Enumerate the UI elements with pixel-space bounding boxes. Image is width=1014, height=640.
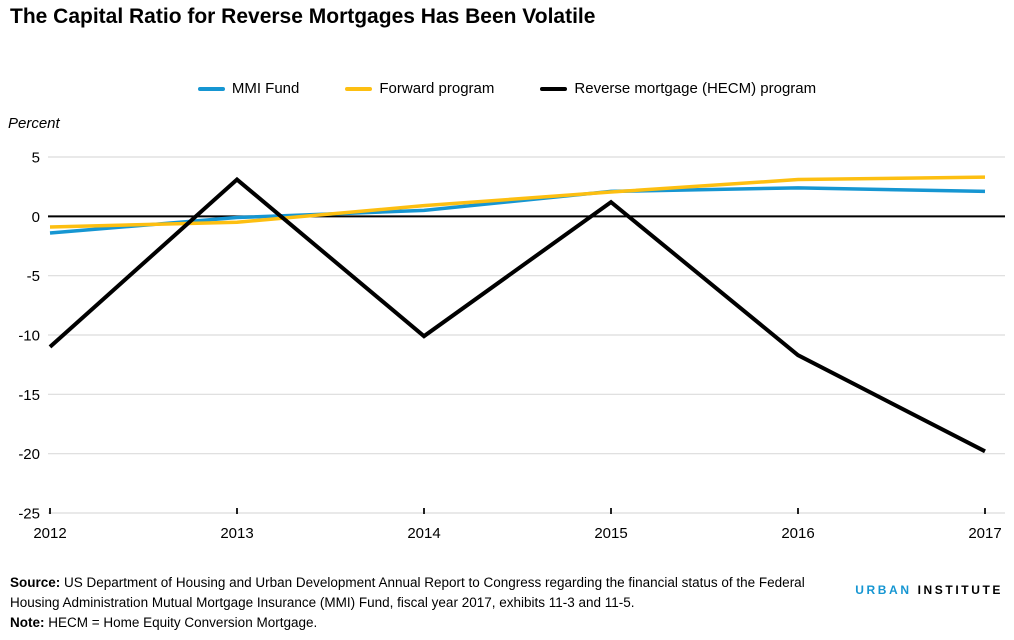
urban-institute-logo: URBAN INSTITUTE <box>855 583 1003 597</box>
logo-word-urban: URBAN <box>855 583 912 597</box>
legend-label: Forward program <box>379 80 495 97</box>
series-line-2 <box>48 176 986 454</box>
series-line-1 <box>49 175 986 229</box>
mmi-fund-line-swatch <box>197 86 225 91</box>
note-text: HECM = Home Equity Conversion Mortgage. <box>44 615 318 630</box>
forward-program-line-swatch <box>345 86 373 91</box>
legend-item-mmi-fund: MMI Fund <box>197 80 300 97</box>
source-line: Source: US Department of Housing and Urb… <box>10 573 812 613</box>
legend-label: Reverse mortgage (HECM) program <box>574 80 817 97</box>
legend-item-hecm-program: Reverse mortgage (HECM) program <box>540 80 816 97</box>
x-tick-label: 2012 <box>33 525 66 542</box>
x-tick-label: 2015 <box>594 525 627 542</box>
chart-title: The Capital Ratio for Reverse Mortgages … <box>10 5 596 28</box>
y-tick-label: -10 <box>18 328 40 345</box>
x-tick-label: 2017 <box>968 525 1001 542</box>
y-axis-unit-label: Percent <box>8 115 60 132</box>
source-label: Source: <box>10 575 61 590</box>
source-text: US Department of Housing and Urban Devel… <box>10 575 805 610</box>
legend-label: MMI Fund <box>231 80 300 97</box>
hecm-program-line-swatch <box>540 86 568 91</box>
y-tick-label: -5 <box>27 268 40 285</box>
footnote-block: Source: US Department of Housing and Urb… <box>10 573 812 633</box>
y-tick-label: -25 <box>18 506 40 523</box>
note-label: Note: <box>10 615 45 630</box>
capital-ratio-line-chart: 5 0 -5 -10 -15 -20 -25 2012 2013 2014 2015 2016 2017 <box>18 150 1005 542</box>
y-tick-label: -15 <box>18 387 40 404</box>
logo-word-institute: INSTITUTE <box>917 583 1003 597</box>
note-line: Note: HECM = Home Equity Conversion Mort… <box>10 613 812 633</box>
y-tick-label: 5 <box>32 150 40 167</box>
x-tick-label: 2016 <box>781 525 814 542</box>
x-tick-label: 2014 <box>407 525 440 542</box>
legend-item-forward-program: Forward program <box>345 80 494 97</box>
series-line-0 <box>49 186 986 235</box>
y-tick-label: -20 <box>18 446 40 463</box>
y-tick-label: 0 <box>32 209 40 226</box>
legend: MMI Fund Forward program Reverse mortgag… <box>0 80 1014 97</box>
x-tick-label: 2013 <box>220 525 253 542</box>
